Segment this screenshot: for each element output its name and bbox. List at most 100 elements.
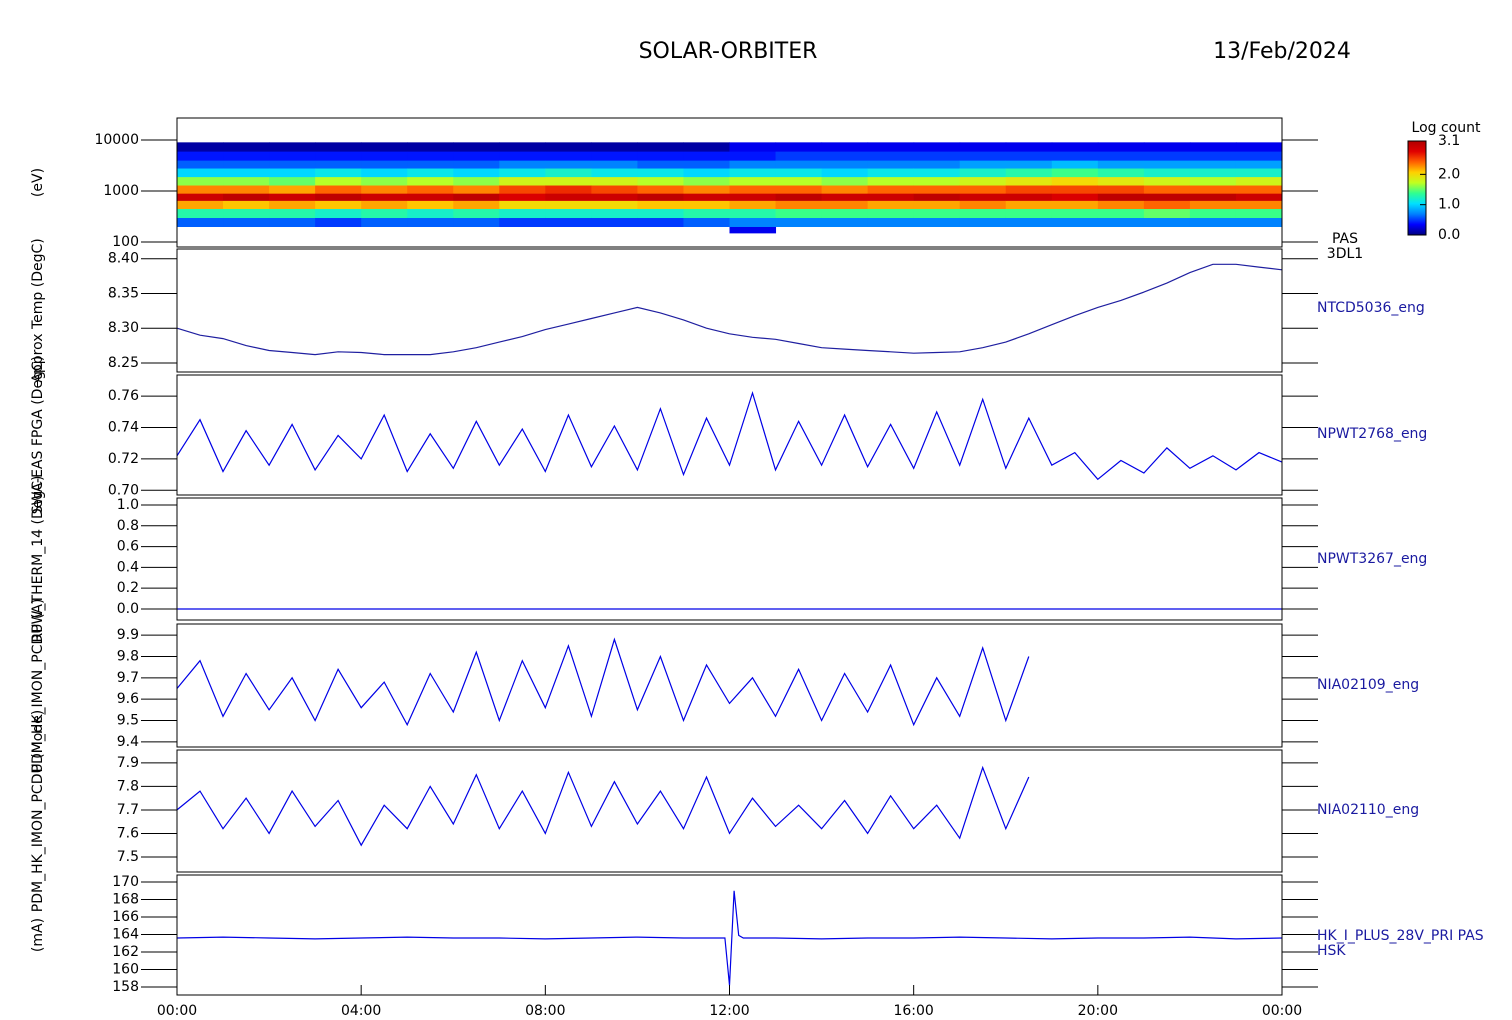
heatmap-cell [683,208,730,219]
heatmap-cell [913,217,961,227]
x-tick-label: 00:00 [1262,1003,1302,1019]
heatmap-cell [1143,160,1191,169]
heatmap-cell [361,208,408,219]
heatmap-cell [913,176,961,186]
y-tick-label: 7.5 [117,849,139,865]
heatmap-cell [269,200,316,210]
heatmap-cell [407,151,454,161]
colorbar-tick-label: 3.1 [1438,133,1460,149]
heatmap-cell [1097,176,1145,186]
heatmap-cell [177,217,224,227]
heatmap-cell [1235,185,1283,194]
heatmap-cell [315,208,362,219]
heatmap-cell [1097,168,1145,178]
series-label: NPWT3267_eng [1317,551,1427,567]
heatmap-cell [177,151,224,161]
heatmap-cell [1189,217,1237,227]
heatmap-cell [361,193,408,201]
heatmap-cell [407,168,454,178]
heatmap-cell [499,168,546,178]
chart-title: SOLAR-ORBITER [639,39,818,64]
heatmap-cell [1051,142,1099,152]
heatmap-cell [1097,142,1145,152]
y-tick-label: 100 [112,234,139,250]
heatmap-cell [361,217,408,227]
heatmap-cell [315,151,362,161]
heatmap-cell [591,176,638,186]
y-tick-label: 10000 [94,132,139,148]
heatmap-cell [1143,208,1191,219]
x-tick-label: 00:00 [157,1003,197,1019]
heatmap-cell [361,168,408,178]
heatmap-cell [775,160,823,169]
heatmap-cell [591,185,638,194]
heatmap-cell [775,185,823,194]
y-tick-label: 7.6 [117,825,139,841]
heatmap-cell [315,168,362,178]
heatmap-cell [913,185,961,194]
heatmap-cell [1189,142,1237,152]
heatmap-cell [177,208,224,219]
heatmap-cell [1189,176,1237,186]
heatmap-cell [1189,168,1237,178]
heatmap-cell [913,200,961,210]
heatmap-cell [269,160,316,169]
heatmap-cell [729,208,777,219]
heatmap-cell [959,217,1007,227]
series-label: NIA02109_eng [1317,677,1419,693]
heatmap-cell [545,142,592,152]
heatmap-cell [1097,200,1145,210]
heatmap-cell [1235,208,1283,219]
heatmap-cell [867,217,915,227]
heatmap-cell [223,142,270,152]
heatmap-cell [683,142,730,152]
heatmap-cell [361,176,408,186]
heatmap-cell [683,217,730,227]
heatmap-cell [821,185,869,194]
heatmap-cell [637,160,684,169]
heatmap-cell [1143,200,1191,210]
heatmap-cell [223,160,270,169]
heatmap-cell [1051,168,1099,178]
heatmap-cell [959,142,1007,152]
heatmap-cell [1097,208,1145,219]
y-tick-label: 168 [112,892,139,908]
y-tick-label: 7.7 [117,802,139,818]
heatmap-cell [361,200,408,210]
data-line [176,890,1283,986]
y-axis-label: PDM_HK_IMON_PCDU (A) [30,599,46,773]
heatmap-cell [315,142,362,152]
heatmap-cell [453,217,500,227]
heatmap-cell [1051,151,1099,161]
y-tick-label: 9.6 [117,691,139,707]
panel-frame [176,248,1283,373]
y-tick-label: 9.4 [117,734,139,750]
heatmap-cell [545,185,592,194]
heatmap-cell [683,168,730,178]
series-label: HK_I_PLUS_28V_PRI PAS [1317,928,1484,944]
heatmap-cell [361,160,408,169]
series-label: NPWT2768_eng [1317,426,1427,442]
y-tick-label: 9.9 [117,627,139,643]
heatmap-cell [407,185,454,194]
y-tick-label: 9.5 [117,713,139,729]
heatmap-cell [453,151,500,161]
heatmap-cell [1189,151,1237,161]
heatmap-cell [545,208,592,219]
y-tick-label: 1.0 [117,497,139,513]
heatmap-cell [591,142,638,152]
data-line [176,390,1283,481]
heatmap-cell [499,160,546,169]
heatmap-cell [1189,208,1237,219]
heatmap-cell [223,200,270,210]
y-axis-label: (eV) [30,168,46,197]
heatmap-cell [1235,142,1283,152]
heatmap-cell [867,176,915,186]
heatmap-cell [1235,217,1283,227]
heatmap-cell [269,176,316,186]
heatmap-cell [545,193,592,201]
y-tick-label: 9.8 [117,648,139,664]
heatmap-cell [269,142,316,152]
heatmap-cell [821,176,869,186]
heatmap-cell [453,193,500,201]
